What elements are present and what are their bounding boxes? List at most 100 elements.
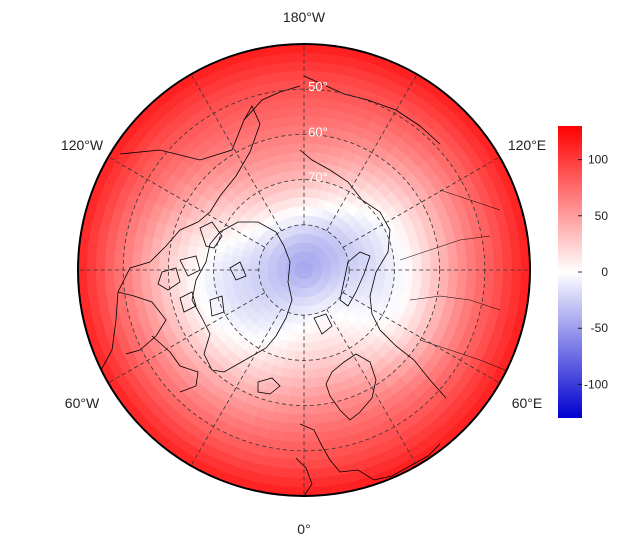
field-cell — [303, 422, 322, 434]
field-cell — [291, 377, 305, 388]
field-cell — [393, 269, 404, 281]
field-cell — [411, 269, 422, 283]
field-cell — [296, 332, 305, 343]
field-cell — [339, 269, 350, 276]
longitude-label-120e: 120°E — [508, 137, 546, 153]
field-cell — [402, 269, 413, 282]
field-cell — [492, 269, 504, 292]
longitude-label-180w: 180°W — [283, 9, 326, 25]
field-cell — [303, 458, 326, 470]
meridian-line — [326, 74, 418, 232]
colorbar: 100 50 0 -50 -100 — [558, 126, 608, 418]
field-cell — [303, 97, 323, 109]
colorbar-tick-label: 100 — [588, 153, 608, 167]
field-cell — [294, 179, 305, 190]
field-cell — [249, 263, 260, 271]
field-cell — [258, 264, 269, 271]
field-cell — [286, 340, 297, 352]
field-cell — [282, 458, 305, 470]
latitude-label: 60° — [308, 124, 328, 139]
field-cell — [289, 134, 305, 145]
field-cell — [510, 269, 522, 294]
field-cell — [297, 314, 305, 325]
field-cell — [303, 233, 309, 244]
field-cell — [420, 269, 431, 284]
field-cell — [222, 269, 233, 279]
field-cell — [303, 395, 319, 406]
field-cell — [288, 125, 305, 136]
field-cell — [293, 170, 305, 181]
field-cell — [501, 247, 513, 271]
field-cell — [303, 413, 321, 425]
field-cell — [483, 249, 495, 271]
hudson-bay-coast — [117, 291, 167, 355]
field-cell — [280, 476, 305, 488]
field-cell — [159, 269, 170, 286]
field-cell — [303, 106, 322, 118]
latitude-circle — [167, 133, 441, 407]
field-cell — [284, 440, 305, 452]
field-cell — [284, 88, 305, 100]
field-cell — [295, 188, 305, 199]
colorbar-ticks: 100 50 0 -50 -100 — [578, 153, 609, 391]
latitude-label: 50° — [308, 79, 328, 94]
field-cell — [283, 79, 305, 91]
field-cell — [465, 269, 477, 289]
field-cell — [374, 277, 386, 288]
field-cell — [295, 341, 305, 352]
field-cell — [302, 269, 305, 280]
field-cell — [456, 252, 468, 271]
graticule — [78, 44, 530, 496]
field-cell — [474, 250, 486, 271]
field-cell — [303, 188, 313, 199]
field-cell — [510, 246, 522, 271]
field-cell — [299, 296, 305, 307]
field-cell — [303, 215, 311, 226]
field-cell — [465, 251, 477, 271]
svalbard-coast — [313, 313, 333, 335]
field-cell — [287, 115, 305, 127]
field-cell — [159, 254, 170, 271]
field-cell — [186, 257, 197, 271]
field-cell — [483, 269, 495, 291]
field-cell — [168, 255, 179, 271]
field-cell — [292, 161, 305, 172]
colorbar-tick-label: -100 — [584, 377, 608, 391]
colorbar-tick-label: 50 — [595, 209, 609, 223]
field-cell — [392, 279, 404, 292]
field-cell — [287, 413, 305, 425]
field-cell — [149, 269, 161, 287]
field-cell — [438, 254, 449, 271]
field-cell — [303, 206, 311, 217]
field-cell — [104, 269, 116, 292]
field-cell — [311, 188, 322, 200]
longitude-label-60w: 60°W — [65, 395, 100, 411]
field-cell — [140, 269, 152, 288]
field-cell — [303, 359, 315, 370]
field-cell — [357, 269, 368, 277]
field-cell — [95, 247, 107, 271]
field-cell — [204, 269, 215, 281]
field-cell — [303, 197, 312, 208]
field-cell — [501, 269, 513, 293]
field-cell — [303, 377, 317, 388]
field-cell — [384, 269, 395, 280]
field-cell — [282, 358, 295, 370]
longitude-label-60e: 60°E — [512, 395, 543, 411]
field-cell — [86, 246, 98, 271]
field-cell — [384, 260, 395, 271]
field-cell — [297, 323, 305, 334]
map-boundary — [77, 43, 531, 497]
field-cell — [456, 269, 468, 288]
meridian-line — [108, 156, 266, 248]
field-cell — [303, 52, 328, 64]
field-cell — [222, 252, 234, 263]
field-cell — [281, 467, 305, 479]
field-cell — [213, 269, 224, 280]
field-cell — [280, 52, 305, 64]
field-cell — [267, 265, 278, 271]
field-cell — [303, 386, 318, 397]
field-cell — [447, 269, 459, 287]
field-cell — [293, 359, 305, 370]
